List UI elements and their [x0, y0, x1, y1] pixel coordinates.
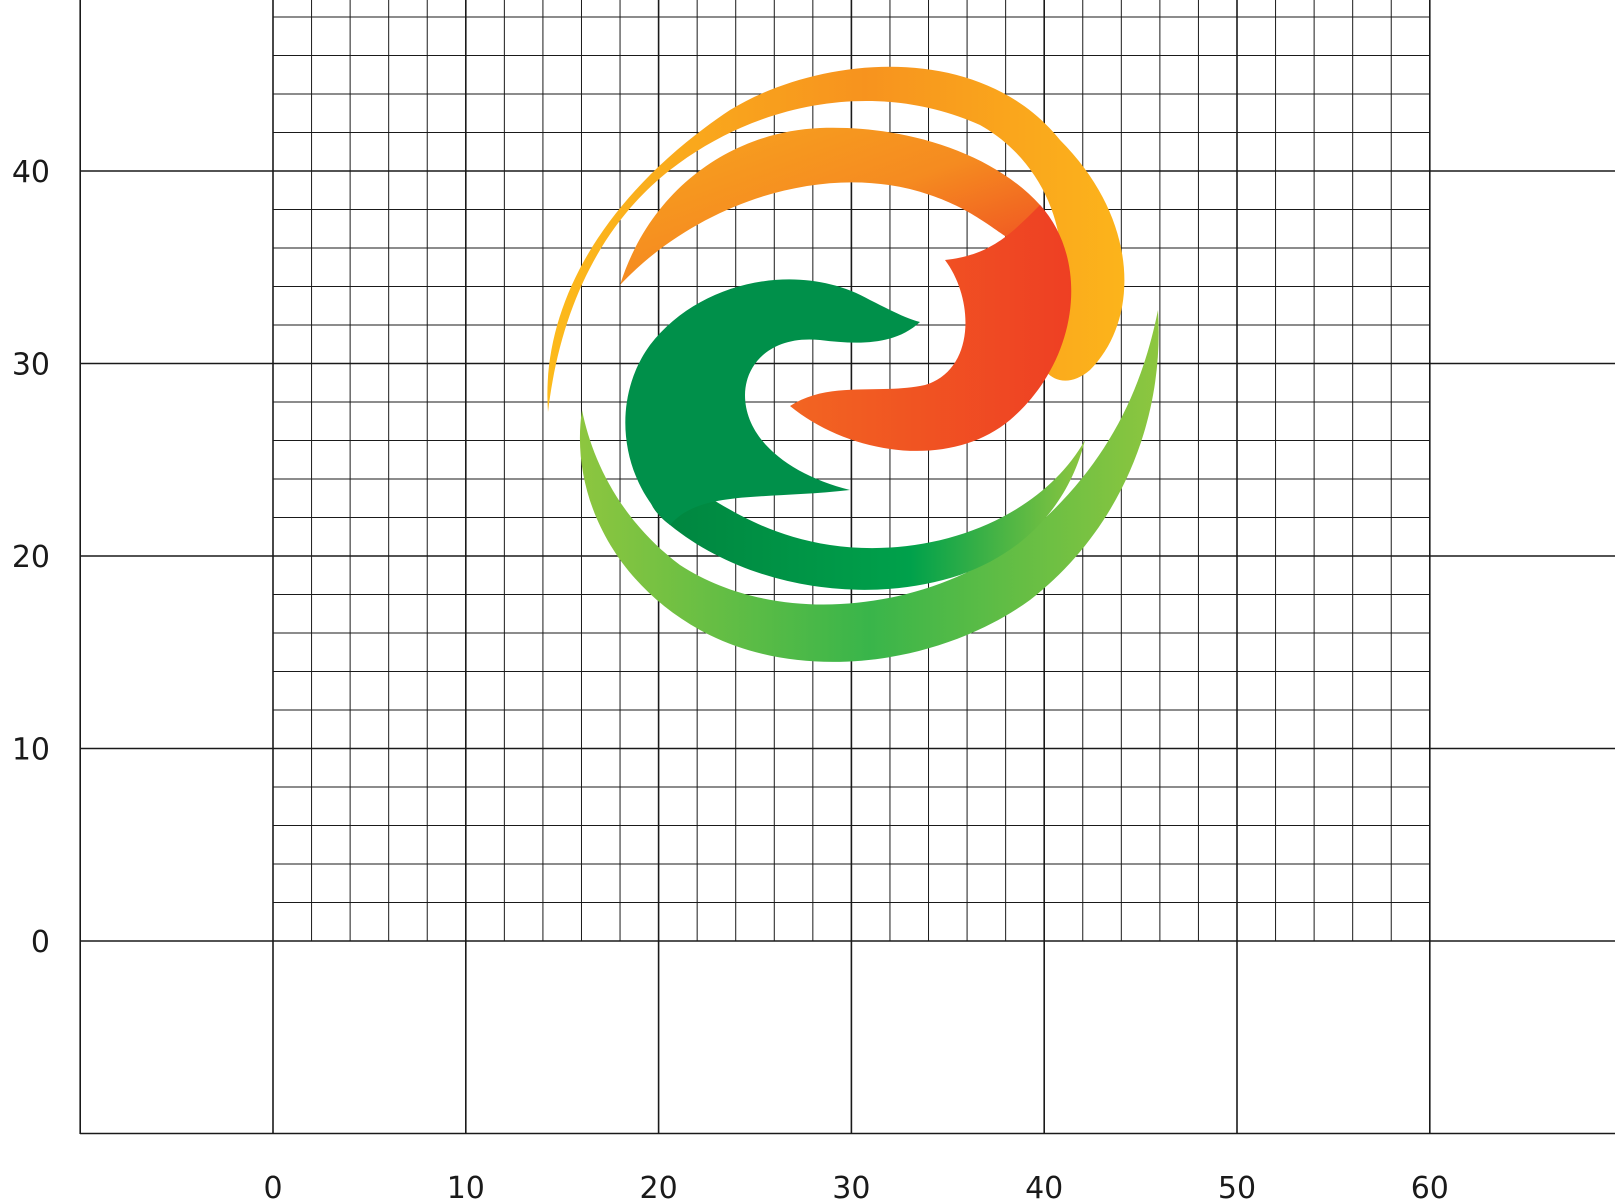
emblem-orange-inner-swirl — [620, 127, 1054, 285]
x-tick-label: 40 — [1025, 1171, 1063, 1201]
x-tick-label: 0 — [263, 1171, 282, 1201]
x-tick-label: 10 — [447, 1171, 485, 1201]
emblem-yellow-outer-crescent — [547, 66, 1125, 412]
y-tick-label: 10 — [12, 733, 50, 768]
x-tick-label: 30 — [832, 1171, 870, 1201]
x-tick-label: 60 — [1411, 1171, 1449, 1201]
emblem-dark-green-swirl-head — [625, 279, 920, 525]
y-tick-label: 40 — [12, 155, 50, 190]
axis-labels: 0 10 20 30 40 50 60 0 10 20 30 40 — [12, 155, 1449, 1201]
x-tick-label: 50 — [1218, 1171, 1256, 1201]
y-tick-label: 20 — [12, 540, 50, 575]
y-tick-label: 0 — [31, 925, 50, 960]
emblem-light-green-outer-crescent — [579, 310, 1159, 662]
x-tick-label: 20 — [640, 1171, 678, 1201]
emblem-green-inner-swirl — [649, 440, 1085, 590]
y-tick-label: 30 — [12, 348, 50, 383]
emblem-red-swirl-tail — [790, 205, 1072, 451]
swirl-emblem-logo — [547, 66, 1159, 662]
